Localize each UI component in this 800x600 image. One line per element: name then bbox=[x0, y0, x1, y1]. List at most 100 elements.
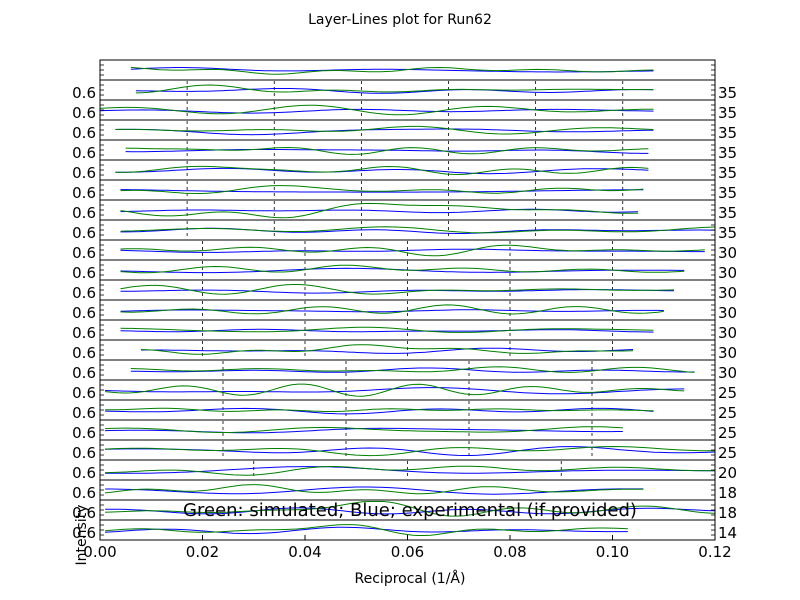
panel-right-label: 30 bbox=[718, 324, 737, 342]
series-line-simulated bbox=[120, 226, 716, 234]
panel-left-label: 0.6 bbox=[72, 244, 96, 262]
layer-line-panel: 0.6 30 bbox=[72, 259, 737, 282]
panel-right-label: 30 bbox=[718, 344, 737, 362]
series-line-simulated bbox=[130, 66, 654, 75]
series-line-simulated bbox=[105, 484, 644, 495]
panel-left-label: 0.6 bbox=[72, 164, 96, 182]
chart-title: Layer-Lines plot for Run62 bbox=[308, 12, 492, 28]
panel-right-label: 35 bbox=[718, 144, 737, 162]
panel-left-label: 0.6 bbox=[72, 184, 96, 202]
panel-right-label: 18 bbox=[718, 484, 737, 502]
panel-left-label: 0.6 bbox=[72, 364, 96, 382]
series-line-experimental bbox=[130, 67, 654, 73]
layer-line-panel: 0.6 30 bbox=[72, 239, 737, 262]
layer-line-panel: 0.6 35 bbox=[72, 119, 737, 142]
series-line-simulated bbox=[120, 264, 685, 274]
panel-left-label: 0.6 bbox=[72, 224, 96, 242]
layer-line-panel: 0.6 25 bbox=[72, 439, 737, 462]
x-tick-label: 0.12 bbox=[698, 543, 731, 561]
x-tick-label: 0.04 bbox=[288, 543, 321, 561]
panel-right-label: 25 bbox=[718, 404, 737, 422]
series-line-experimental bbox=[135, 88, 654, 94]
panel-right-label: 25 bbox=[718, 444, 737, 462]
panel-left-label: 0.6 bbox=[72, 344, 96, 362]
series-line-experimental bbox=[120, 309, 664, 313]
panel-left-label: 0.6 bbox=[72, 124, 96, 142]
panel-left-label: 0.6 bbox=[72, 524, 96, 542]
panel-right-label: 35 bbox=[718, 164, 737, 182]
series-line-experimental bbox=[105, 466, 715, 474]
panel-right-label: 18 bbox=[718, 504, 737, 522]
layer-line-panel: 0.6 35 bbox=[72, 199, 737, 222]
series-line-simulated bbox=[120, 284, 675, 295]
panel-right-label: 35 bbox=[718, 224, 737, 242]
panel-right-label: 35 bbox=[718, 184, 737, 202]
x-tick-label: 0.06 bbox=[391, 543, 424, 561]
series-line-experimental bbox=[105, 446, 716, 456]
series-line-simulated bbox=[135, 84, 654, 94]
layer-line-panel: 0.6 35 bbox=[72, 159, 737, 182]
series-line-experimental bbox=[115, 167, 649, 175]
series-line-experimental bbox=[105, 507, 716, 515]
layer-line-panel: 0.6 14 bbox=[72, 519, 737, 542]
series-line-simulated bbox=[125, 146, 649, 155]
series-line-simulated bbox=[120, 326, 654, 333]
panel-frame bbox=[99, 479, 716, 501]
panel-left-label: 0.6 bbox=[72, 104, 96, 122]
layer-line-panel: 0.6 35 bbox=[72, 99, 737, 122]
panel-left-label: 0.6 bbox=[72, 464, 96, 482]
layer-line-panel: 0.6 20 bbox=[72, 459, 737, 482]
panel-right-label: 25 bbox=[718, 424, 737, 442]
series-line-simulated bbox=[105, 465, 715, 476]
panel-right-label: 35 bbox=[718, 104, 737, 122]
layer-line-panel: 0.6 30 bbox=[72, 359, 737, 382]
panel-left-label: 0.6 bbox=[72, 324, 96, 342]
panel-right-label: 30 bbox=[718, 364, 737, 382]
layer-line-panel bbox=[99, 59, 716, 81]
layer-line-panel: 0.6 18 bbox=[72, 479, 737, 502]
layer-line-panel: 0.6 30 bbox=[72, 279, 737, 302]
layer-line-panel: 0.6 25 bbox=[72, 419, 737, 442]
panel-left-label: 0.6 bbox=[72, 284, 96, 302]
layer-line-panel: 0.6 35 bbox=[72, 79, 737, 102]
series-line-simulated bbox=[120, 185, 644, 194]
series-line-experimental bbox=[120, 248, 705, 253]
series-line-simulated bbox=[120, 202, 639, 219]
series-line-experimental bbox=[105, 526, 628, 535]
series-line-simulated bbox=[105, 524, 628, 536]
panel-right-label: 30 bbox=[718, 244, 737, 262]
x-tick-label: 0.08 bbox=[493, 543, 526, 561]
series-line-simulated bbox=[130, 366, 695, 373]
panel-left-label: 0.6 bbox=[72, 84, 96, 102]
series-line-simulated bbox=[105, 501, 716, 517]
layer-line-panel: 0.6 25 bbox=[72, 399, 737, 422]
series-line-simulated bbox=[140, 344, 634, 355]
series-line-experimental bbox=[120, 227, 715, 234]
layer-line-panel: 0.6 30 bbox=[72, 319, 737, 342]
series-line-simulated bbox=[105, 445, 715, 457]
series-line-simulated bbox=[105, 407, 654, 412]
y-axis-label: Intensity bbox=[74, 505, 90, 566]
panel-left-label: 0.6 bbox=[72, 264, 96, 282]
panel-left-label: 0.6 bbox=[72, 444, 96, 462]
panel-frame bbox=[99, 379, 716, 401]
panel-left-label: 0.6 bbox=[72, 304, 96, 322]
layer-line-panel: 0.6 35 bbox=[72, 139, 737, 162]
x-tick-label: 0.10 bbox=[596, 543, 629, 561]
series-line-experimental bbox=[105, 486, 644, 495]
series-line-simulated bbox=[99, 104, 654, 116]
series-line-simulated bbox=[115, 125, 654, 135]
x-axis: 0.00 0.02 0.04 0.06 0.08 0.10 0.12 bbox=[83, 535, 732, 561]
series-line-simulated bbox=[120, 304, 664, 315]
panel-left-label: 0.6 bbox=[72, 204, 96, 222]
x-tick-label: 0.00 bbox=[83, 543, 116, 561]
panel-right-label: 14 bbox=[718, 524, 737, 542]
panel-right-label: 30 bbox=[718, 284, 737, 302]
panel-right-label: 35 bbox=[718, 84, 737, 102]
panel-left-label: 0.6 bbox=[72, 404, 96, 422]
layer-line-panel: 0.6 35 bbox=[72, 179, 737, 202]
panel-left-label: 0.6 bbox=[72, 144, 96, 162]
series-line-experimental bbox=[141, 347, 634, 354]
series-line-experimental bbox=[99, 108, 654, 114]
